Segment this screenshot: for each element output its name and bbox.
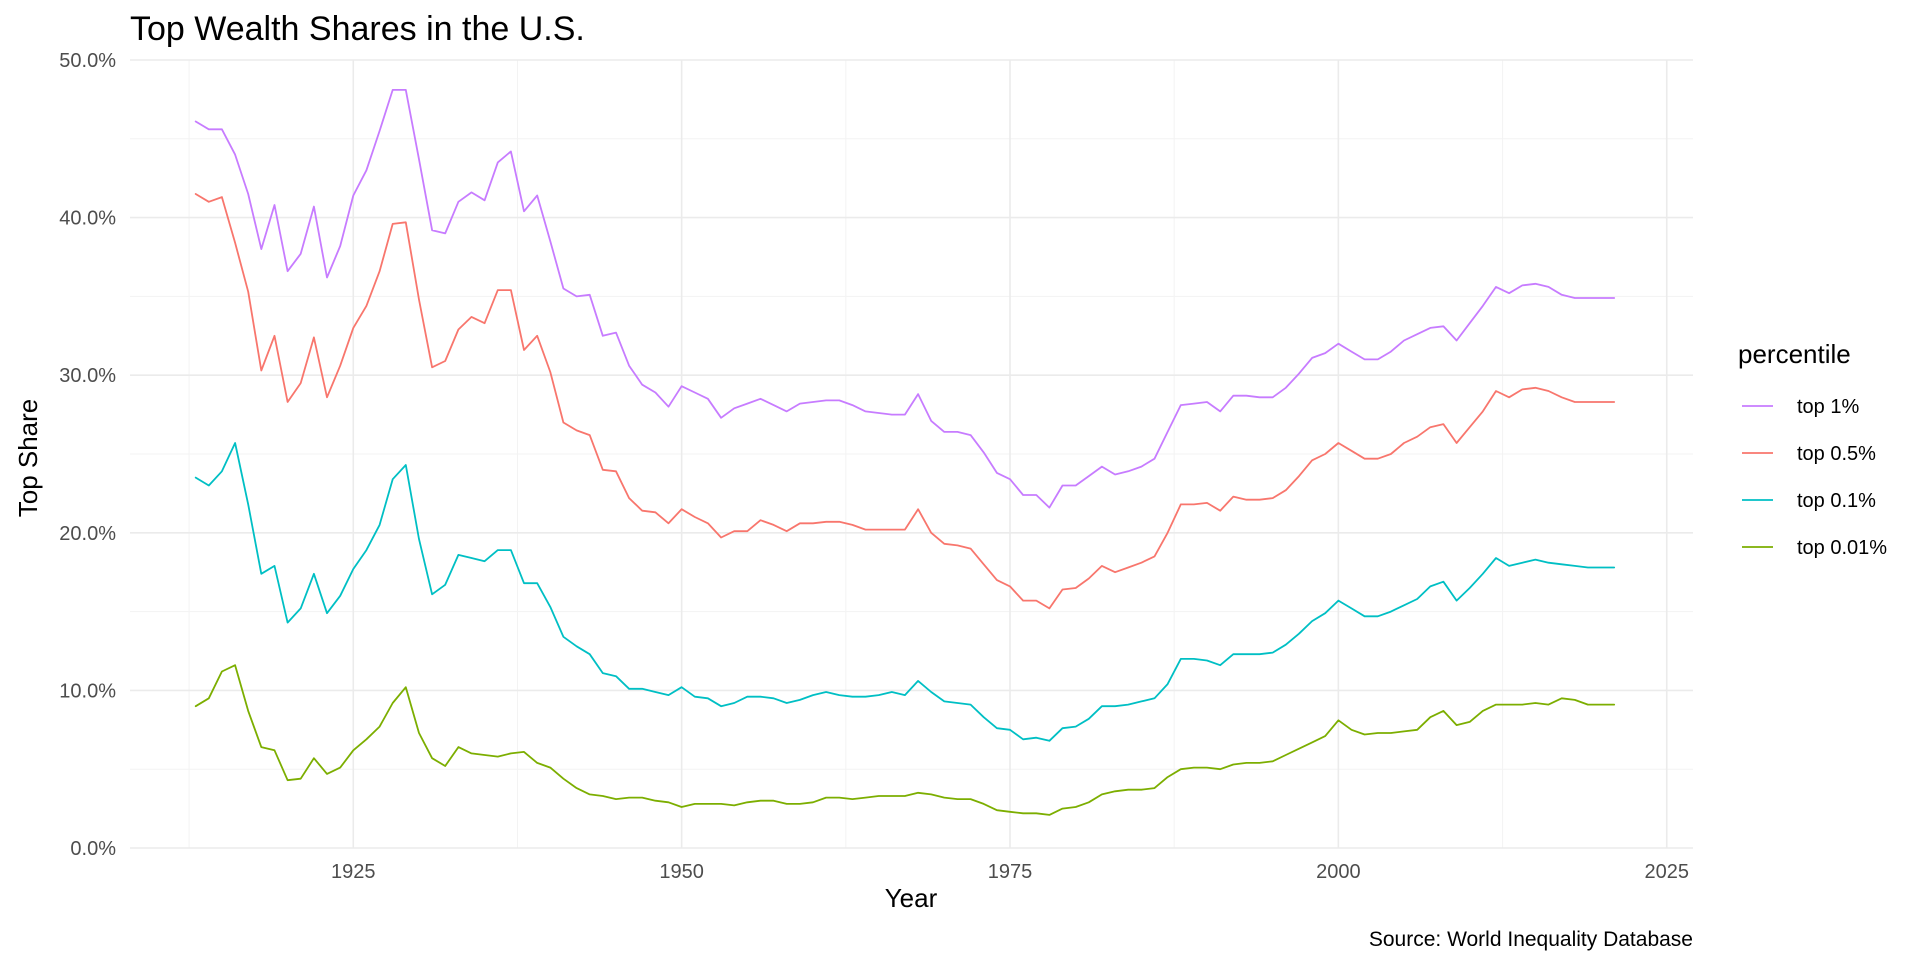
legend-label: top 0.5% — [1797, 443, 1876, 465]
y-axis-ticks: 0.0% 10.0% 20.0% 30.0% 40.0% 50.0% — [59, 50, 116, 860]
series-line — [194, 193, 1616, 610]
y-tick-label: 0.0% — [70, 838, 116, 860]
legend-items: top 1% top 0.5% top 0.1% top 0.01% — [1742, 396, 1887, 559]
y-tick-label: 10.0% — [59, 680, 116, 702]
series-line — [194, 664, 1616, 816]
x-tick-label: 1950 — [659, 861, 704, 883]
legend-label: top 1% — [1797, 396, 1859, 418]
grid — [130, 59, 1693, 849]
x-tick-label: 2000 — [1316, 861, 1361, 883]
y-tick-label: 30.0% — [59, 365, 116, 387]
x-axis-title: Year — [885, 883, 938, 913]
y-tick-label: 40.0% — [59, 208, 116, 230]
series-line — [194, 442, 1616, 742]
x-tick-label: 1925 — [331, 861, 376, 883]
chart-title: Top Wealth Shares in the U.S. — [130, 10, 585, 48]
series-line — [194, 89, 1616, 509]
legend-label: top 0.01% — [1797, 537, 1887, 559]
y-tick-label: 20.0% — [59, 523, 116, 545]
x-tick-label: 2025 — [1644, 861, 1689, 883]
y-tick-label: 50.0% — [59, 50, 116, 72]
legend: percentile top 1% top 0.5% top 0.1% top 0.0… — [1738, 339, 1887, 559]
legend-label: top 0.1% — [1797, 490, 1876, 512]
legend-title: percentile — [1738, 339, 1851, 369]
x-axis-ticks: 1925 1950 1975 2000 2025 — [331, 861, 1689, 883]
series-lines — [194, 89, 1616, 816]
y-axis-title: Top Share — [13, 399, 43, 518]
x-tick-label: 1975 — [988, 861, 1033, 883]
source-caption: Source: World Inequality Database — [1369, 928, 1693, 951]
